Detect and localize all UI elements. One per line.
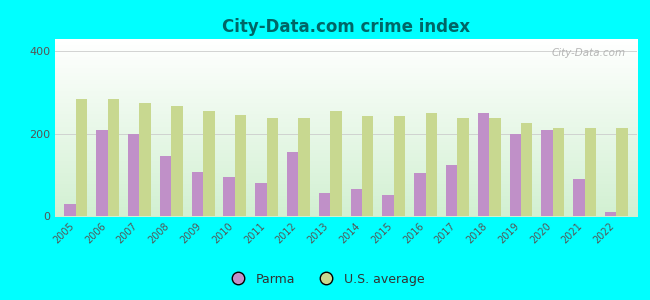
Bar bbox=[160, 156, 172, 216]
Bar bbox=[510, 134, 521, 216]
Bar bbox=[605, 212, 616, 216]
Bar bbox=[426, 113, 437, 216]
Bar bbox=[584, 128, 596, 216]
Bar bbox=[318, 194, 330, 216]
Bar bbox=[298, 118, 310, 216]
Bar bbox=[350, 189, 362, 216]
Title: City-Data.com crime index: City-Data.com crime index bbox=[222, 18, 470, 36]
Bar bbox=[76, 99, 87, 216]
Bar bbox=[478, 113, 489, 216]
Bar bbox=[224, 177, 235, 216]
Bar bbox=[330, 111, 342, 216]
Bar bbox=[414, 173, 426, 216]
Bar bbox=[541, 130, 552, 216]
Bar bbox=[203, 111, 215, 216]
Bar bbox=[128, 134, 140, 216]
Bar bbox=[552, 128, 564, 216]
Bar bbox=[140, 103, 151, 216]
Bar bbox=[192, 172, 203, 216]
Bar bbox=[616, 128, 628, 216]
Bar bbox=[573, 179, 584, 216]
Bar bbox=[255, 183, 266, 216]
Bar bbox=[394, 116, 405, 216]
Bar bbox=[172, 106, 183, 216]
Bar bbox=[489, 118, 500, 216]
Bar bbox=[96, 130, 108, 216]
Bar bbox=[287, 152, 298, 216]
Bar bbox=[446, 164, 458, 216]
Bar bbox=[266, 118, 278, 216]
Bar bbox=[458, 118, 469, 216]
Bar bbox=[235, 115, 246, 216]
Bar bbox=[108, 99, 119, 216]
Bar bbox=[521, 123, 532, 216]
Bar bbox=[382, 195, 394, 216]
Text: City-Data.com: City-Data.com bbox=[551, 48, 625, 58]
Bar bbox=[362, 116, 374, 216]
Legend: Parma, U.S. average: Parma, U.S. average bbox=[220, 268, 430, 291]
Bar bbox=[64, 204, 76, 216]
